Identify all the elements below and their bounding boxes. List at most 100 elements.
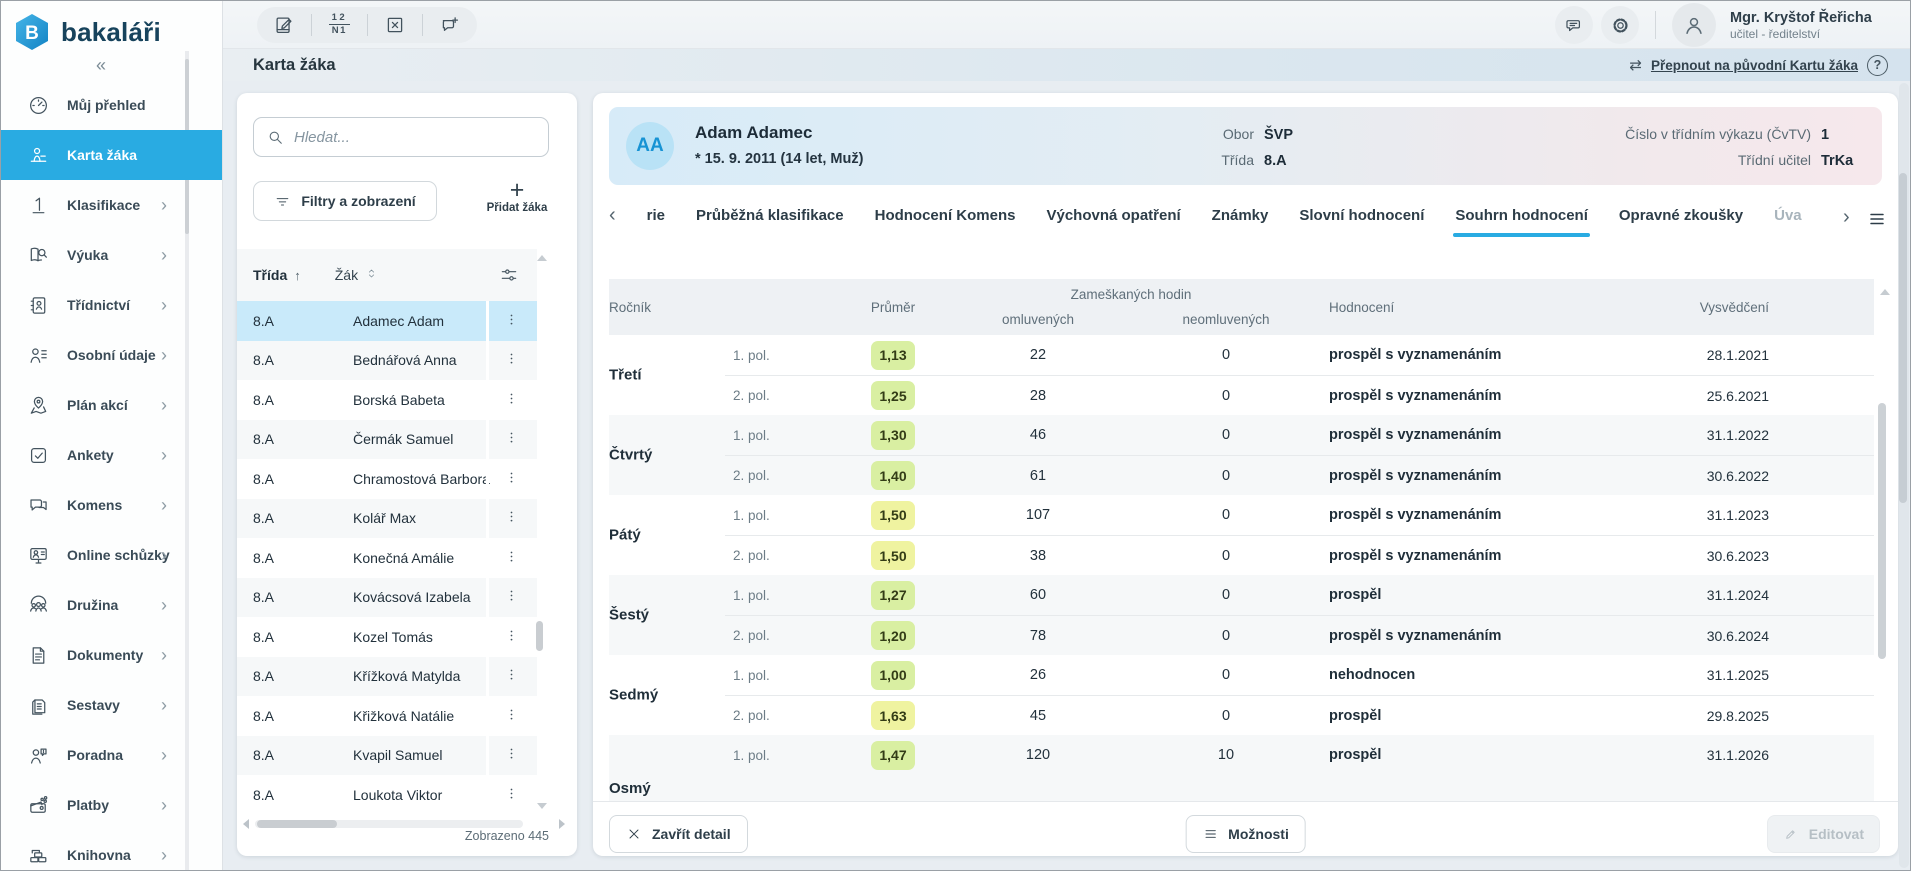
tabs-next-icon[interactable]: › [1843, 205, 1850, 229]
grade-row[interactable]: 2. pol. 1,40 61 0 prospěl s vyznamenáním… [725, 455, 1874, 495]
grade-row[interactable]: 1. pol. 1,13 22 0 prospěl s vyznamenáním… [725, 335, 1874, 375]
grade-row[interactable]: 1. pol. 1,50 107 0 prospěl s vyznamenání… [725, 495, 1874, 535]
grade-row[interactable]: 1. pol. 1,27 60 0 prospěl 31.1.2024 [725, 575, 1874, 615]
user-avatar[interactable] [1672, 3, 1716, 47]
row-menu-button[interactable] [493, 785, 529, 805]
row-menu-button[interactable] [493, 587, 529, 607]
tab-znamky[interactable]: Známky [1212, 203, 1269, 229]
grade-row[interactable]: 2. pol. 1,63 45 0 prospěl 29.8.2025 [725, 695, 1874, 735]
sidebar-item-tridnictvi[interactable]: Třídnictví› [1, 280, 222, 330]
grade-row[interactable]: 1. pol. 1,30 46 0 prospěl s vyznamenáním… [725, 415, 1874, 455]
student-row-adamec-adam[interactable]: 8.AAdamec Adam [237, 301, 537, 341]
tab-prubezna-klasifikace[interactable]: Průběžná klasifikace [696, 203, 844, 229]
tab-vychovna-opatreni[interactable]: Výchovná opatření [1046, 203, 1180, 229]
grade-row[interactable]: 2. pol. 1,25 28 0 prospěl s vyznamenáním… [725, 375, 1874, 415]
student-row-chramostova-barbora[interactable]: 8.AChramostová Barbora [237, 459, 537, 499]
sidebar-item-plan-akci[interactable]: Plán akcí› [1, 380, 222, 430]
tab-hodnoceni-komens[interactable]: Hodnocení Komens [875, 203, 1016, 229]
list-scroll-down-icon[interactable] [537, 803, 547, 809]
tool-grade-fraction-button[interactable]: 12N1 [320, 13, 358, 37]
grade-row[interactable]: 1. pol. 1,47 120 10 prospěl 31.1.2026 [725, 735, 1874, 775]
student-row-kozel-tomas[interactable]: 8.AKozel Tomás [237, 617, 537, 657]
sidebar-item-poradna[interactable]: Poradna› [1, 730, 222, 780]
tool-message-plus-button[interactable] [431, 14, 469, 36]
tab-uva[interactable]: Úva [1774, 203, 1802, 229]
table-scrollbar-thumb[interactable] [1878, 403, 1886, 659]
sidebar-item-ankety[interactable]: Ankety› [1, 430, 222, 480]
student-row-cermak-samuel[interactable]: 8.AČermák Samuel [237, 420, 537, 460]
sidebar-item-muj-prehled[interactable]: Můj přehled [1, 80, 222, 130]
student-row-krizkova-natalie[interactable]: 8.AKřižková Natálie [237, 696, 537, 736]
list-hscrollbar[interactable] [255, 820, 523, 828]
grade-row[interactable]: 2. pol. 1,20 78 0 prospěl s vyznamenáním… [725, 615, 1874, 655]
student-row-loukota-viktor[interactable]: 8.ALoukota Viktor [237, 775, 537, 815]
switch-view-link[interactable]: Přepnout na původní Kartu žáka [1651, 58, 1858, 73]
list-hscrollbar-thumb[interactable] [257, 820, 337, 828]
sidebar-item-karta-zaka[interactable]: Karta žáka [1, 130, 222, 180]
messages-button[interactable] [1555, 6, 1593, 44]
student-row-kolar-max[interactable]: 8.AKolář Max [237, 499, 537, 539]
list-scroll-right-icon[interactable] [559, 819, 565, 829]
tab-rie[interactable]: rie [647, 203, 665, 229]
row-menu-button[interactable] [493, 311, 529, 331]
student-row-borska-babeta[interactable]: 8.ABorská Babeta [237, 380, 537, 420]
column-class[interactable]: Třída [253, 267, 287, 283]
sidebar-item-klasifikace[interactable]: Klasifikace› [1, 180, 222, 230]
report-date: 31.1.2022 [1619, 427, 1769, 443]
row-menu-button[interactable] [493, 706, 529, 726]
row-menu-button[interactable] [493, 350, 529, 370]
table-scroll-up-icon[interactable] [1880, 289, 1890, 295]
page-scrollbar[interactable] [1899, 83, 1909, 868]
tab-opravne-zkousky[interactable]: Opravné zkoušky [1619, 203, 1743, 229]
list-scrollbar-thumb[interactable] [536, 621, 543, 651]
filters-button[interactable]: Filtry a zobrazení [253, 181, 437, 221]
list-scroll-up-icon[interactable] [537, 255, 547, 261]
tool-absence-box-button[interactable] [376, 14, 414, 36]
row-menu-button[interactable] [493, 548, 529, 568]
tabs-menu-button[interactable] [1867, 210, 1887, 233]
row-menu-button[interactable] [493, 429, 529, 449]
sidebar-item-vyuka[interactable]: Výuka› [1, 230, 222, 280]
student-row-kovacsova-izabela[interactable]: 8.AKovácsová Izabela [237, 578, 537, 618]
options-button[interactable]: Možnosti [1185, 815, 1306, 853]
tab-slovni-hodnoceni[interactable]: Slovní hodnocení [1299, 203, 1424, 229]
grade-row[interactable]: 2. pol. 1,50 38 0 prospěl s vyznamenáním… [725, 535, 1874, 575]
sidebar-item-sestavy[interactable]: Sestavy› [1, 680, 222, 730]
sidebar-item-platby[interactable]: Platby› [1, 780, 222, 830]
sidebar-item-knihovna[interactable]: Knihovna› [1, 830, 222, 871]
add-student-button[interactable]: + Přidat žáka [484, 179, 550, 214]
brand-logo[interactable]: B bakaláři [15, 13, 161, 51]
row-menu-button[interactable] [493, 666, 529, 686]
list-settings-button[interactable] [499, 265, 519, 288]
student-row-kvapil-samuel[interactable]: 8.AKvapil Samuel [237, 736, 537, 776]
tabs-prev-icon[interactable]: ‹ [609, 203, 616, 227]
sidebar-collapse-icon[interactable]: « [1, 55, 201, 76]
grade-row[interactable]: 1. pol. 1,00 26 0 nehodnocen 31.1.2025 [725, 655, 1874, 695]
row-menu-button[interactable] [493, 469, 529, 489]
average-badge: 1,63 [871, 701, 915, 730]
sidebar-item-komens[interactable]: Komens› [1, 480, 222, 530]
sidebar-item-dokumenty[interactable]: Dokumenty› [1, 630, 222, 680]
page-scrollbar-thumb[interactable] [1899, 173, 1907, 503]
student-row-krizkova-matylda[interactable]: 8.AKřížková Matylda [237, 657, 537, 697]
student-row-bednarova-anna[interactable]: 8.ABednářová Anna [237, 341, 537, 381]
row-menu-button[interactable] [493, 627, 529, 647]
settings-button[interactable] [1601, 6, 1639, 44]
edit-button[interactable]: Editovat [1767, 815, 1880, 853]
tab-souhrn-hodnoceni[interactable]: Souhrn hodnocení [1455, 203, 1588, 229]
row-menu-button[interactable] [493, 508, 529, 528]
help-button[interactable]: ? [1867, 55, 1888, 76]
row-menu-button[interactable] [493, 745, 529, 765]
tool-edit-journal-button[interactable] [265, 14, 303, 36]
sidebar-item-druzina[interactable]: Družina› [1, 580, 222, 630]
sidebar-item-online-schuzky[interactable]: Online schůzky› [1, 530, 222, 580]
sidebar-item-osobni-udaje[interactable]: Osobní údaje› [1, 330, 222, 380]
column-student[interactable]: Žák [335, 267, 358, 283]
user-info[interactable]: Mgr. Kryštof Řeřicha učitel - ředitelstv… [1730, 9, 1898, 41]
row-menu-button[interactable] [493, 390, 529, 410]
list-scroll-left-icon[interactable] [243, 819, 249, 829]
close-detail-button[interactable]: Zavřít detail [609, 815, 748, 853]
search-input[interactable] [254, 118, 548, 156]
student-row-konecna-amalie[interactable]: 8.AKonečná Amálie [237, 538, 537, 578]
page-title: Karta žáka [253, 56, 336, 75]
